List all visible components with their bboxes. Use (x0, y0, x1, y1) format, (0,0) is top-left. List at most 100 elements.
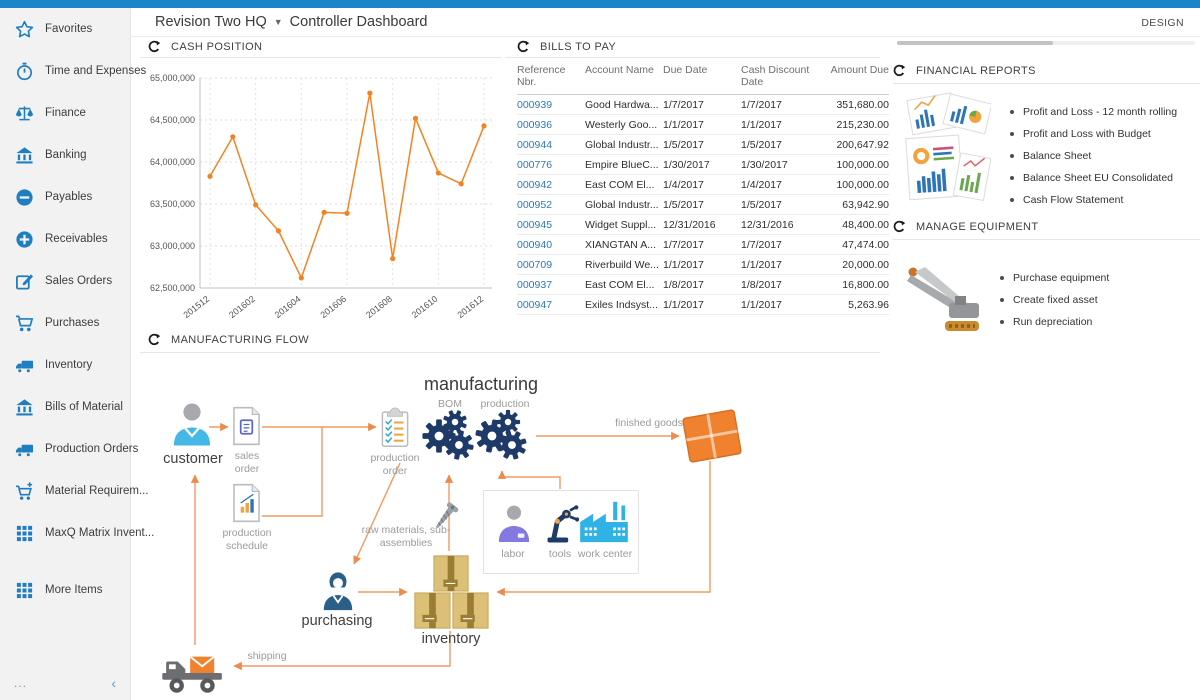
sidebar-item-label: Favorites (45, 23, 93, 35)
bullet-icon (1010, 110, 1014, 114)
customer-icon (173, 403, 211, 446)
refresh-icon[interactable] (893, 64, 906, 77)
sidebar-item-more-items[interactable]: More Items (0, 569, 130, 611)
cart-icon (15, 314, 34, 333)
report-link[interactable]: Cash Flow Statement (1010, 194, 1200, 206)
table-cell: 1/7/2017 (663, 94, 741, 115)
table-cell: 1/7/2017 (741, 94, 827, 115)
grid-icon (15, 524, 34, 543)
reference-link[interactable]: 000709 (517, 258, 553, 271)
equipment-link[interactable]: Purchase equipment (1000, 272, 1190, 284)
column-header[interactable]: Due Date (663, 62, 741, 95)
column-header[interactable]: Cash Discount Date (741, 62, 827, 95)
page-header: Revision Two HQ ▼ Controller Dashboard D… (131, 8, 1200, 37)
reference-link[interactable]: 000944 (517, 138, 553, 151)
sidebar-item-time-and-expenses[interactable]: Time and Expenses (0, 50, 146, 92)
sidebar-item-favorites[interactable]: Favorites (0, 8, 130, 50)
table-cell: 20,000.00 (827, 254, 889, 275)
bullet-icon (1010, 132, 1014, 136)
data-point (344, 210, 350, 216)
financial-reports-image (905, 92, 991, 202)
table-row: 000776 Empire BlueC... 1/30/2017 1/30/2017 1… (517, 154, 889, 175)
reference-link[interactable]: 000942 (517, 178, 553, 191)
refresh-icon[interactable] (148, 333, 161, 346)
reference-link[interactable]: 000939 (517, 98, 553, 111)
sidebar-item-sales-orders[interactable]: Sales Orders (0, 260, 130, 302)
collapse-sidebar-icon[interactable]: ‹ (111, 675, 116, 691)
chevron-down-icon[interactable]: ▼ (273, 17, 283, 27)
divider (893, 83, 1200, 84)
sidebar-item-purchases[interactable]: Purchases (0, 302, 130, 344)
more-options-icon[interactable]: ... (14, 676, 28, 690)
link-label: Profit and Loss with Budget (1023, 128, 1151, 140)
table-cell: Widget Suppl... (585, 214, 663, 235)
report-link[interactable]: Balance Sheet EU Consolidated (1010, 172, 1200, 184)
data-point (298, 275, 304, 281)
refresh-icon[interactable] (517, 40, 530, 53)
table-row: 000945 Widget Suppl... 12/31/2016 12/31/201… (517, 214, 889, 235)
equipment-link[interactable]: Run depreciation (1000, 316, 1190, 328)
table-cell: Empire BlueC... (585, 154, 663, 175)
cash-position-chart: 62,500,000 63,000,000 63,500,000 64,000,000… (150, 73, 492, 320)
sidebar-item-maxq-matrix-invent[interactable]: MaxQ Matrix Invent... (0, 512, 154, 554)
column-header[interactable]: Reference Nbr. (517, 62, 585, 95)
link-label: Profit and Loss - 12 month rolling (1023, 106, 1178, 118)
sidebar-item-material-requirem[interactable]: Material Requirem... (0, 470, 149, 512)
bills-to-pay-header: BILLS TO PAY (517, 40, 616, 53)
report-link[interactable]: Profit and Loss with Budget (1010, 128, 1200, 140)
sidebar-item-label: Bills of Material (45, 401, 123, 413)
table-cell: 1/4/2017 (741, 174, 827, 195)
table-cell: 1/7/2017 (741, 234, 827, 255)
data-point (481, 123, 487, 129)
sidebar-item-finance[interactable]: Finance (0, 92, 130, 134)
svg-text:63,000,000: 63,000,000 (150, 241, 195, 251)
svg-text:65,000,000: 65,000,000 (150, 73, 195, 83)
table-row: 000952 Global Industr... 1/5/2017 1/5/2017 6… (517, 194, 889, 215)
svg-text:63,500,000: 63,500,000 (150, 199, 195, 209)
sidebar-item-payables[interactable]: Payables (0, 176, 130, 218)
reference-link[interactable]: 000945 (517, 218, 553, 231)
reference-link[interactable]: 000952 (517, 198, 553, 211)
flow-label-work-center: work center (577, 548, 633, 560)
refresh-icon[interactable] (893, 220, 906, 233)
sidebar-item-production-orders[interactable]: Production Orders (0, 428, 138, 470)
report-link[interactable]: Profit and Loss - 12 month rolling (1010, 106, 1200, 118)
scrollbar-thumb[interactable] (897, 41, 1053, 45)
table-cell: 47,474.00 (827, 234, 889, 255)
labor-icon (498, 505, 530, 542)
equipment-link[interactable]: Create fixed asset (1000, 294, 1190, 306)
reference-link[interactable]: 000776 (517, 158, 553, 171)
report-link[interactable]: Balance Sheet (1010, 150, 1200, 162)
refresh-icon[interactable] (148, 40, 161, 53)
table-cell: 12/31/2016 (663, 214, 741, 235)
widget-title: FINANCIAL REPORTS (916, 64, 1036, 77)
data-point (458, 181, 464, 187)
sidebar-item-receivables[interactable]: Receivables (0, 218, 130, 260)
data-point (253, 202, 259, 208)
purchasing-icon (323, 572, 353, 611)
sidebar-item-inventory[interactable]: Inventory (0, 344, 130, 386)
reference-link[interactable]: 000937 (517, 278, 553, 291)
flow-label-production: production (480, 398, 530, 410)
sidebar-item-banking[interactable]: Banking (0, 134, 130, 176)
column-header[interactable]: Amount Due (827, 62, 889, 95)
svg-text:201608: 201608 (364, 294, 394, 320)
table-cell: 1/1/2017 (741, 114, 827, 135)
company-name[interactable]: Revision Two HQ (155, 14, 267, 30)
sidebar-item-bills-of-material[interactable]: Bills of Material (0, 386, 130, 428)
column-header[interactable]: Account Name (585, 62, 663, 95)
reference-link[interactable]: 000936 (517, 118, 553, 131)
sidebar-item-label: Time and Expenses (45, 65, 147, 77)
data-point (435, 170, 441, 176)
reference-link[interactable]: 000940 (517, 238, 553, 251)
table-row: 000709 Riverbuild We... 1/1/2017 1/1/2017 20… (517, 254, 889, 275)
reference-link[interactable]: 000947 (517, 298, 553, 311)
table-cell: 1/8/2017 (663, 274, 741, 295)
widget-title: CASH POSITION (171, 40, 263, 53)
widget-title: MANAGE EQUIPMENT (916, 220, 1039, 233)
table-row: 000937 East COM El... 1/8/2017 1/8/2017 16,8… (517, 274, 889, 295)
sidebar-item-label: Receivables (45, 233, 108, 245)
reference-nbr-cell: 000709 (517, 254, 585, 275)
svg-text:64,000,000: 64,000,000 (150, 157, 195, 167)
design-button[interactable]: DESIGN (1141, 17, 1184, 29)
